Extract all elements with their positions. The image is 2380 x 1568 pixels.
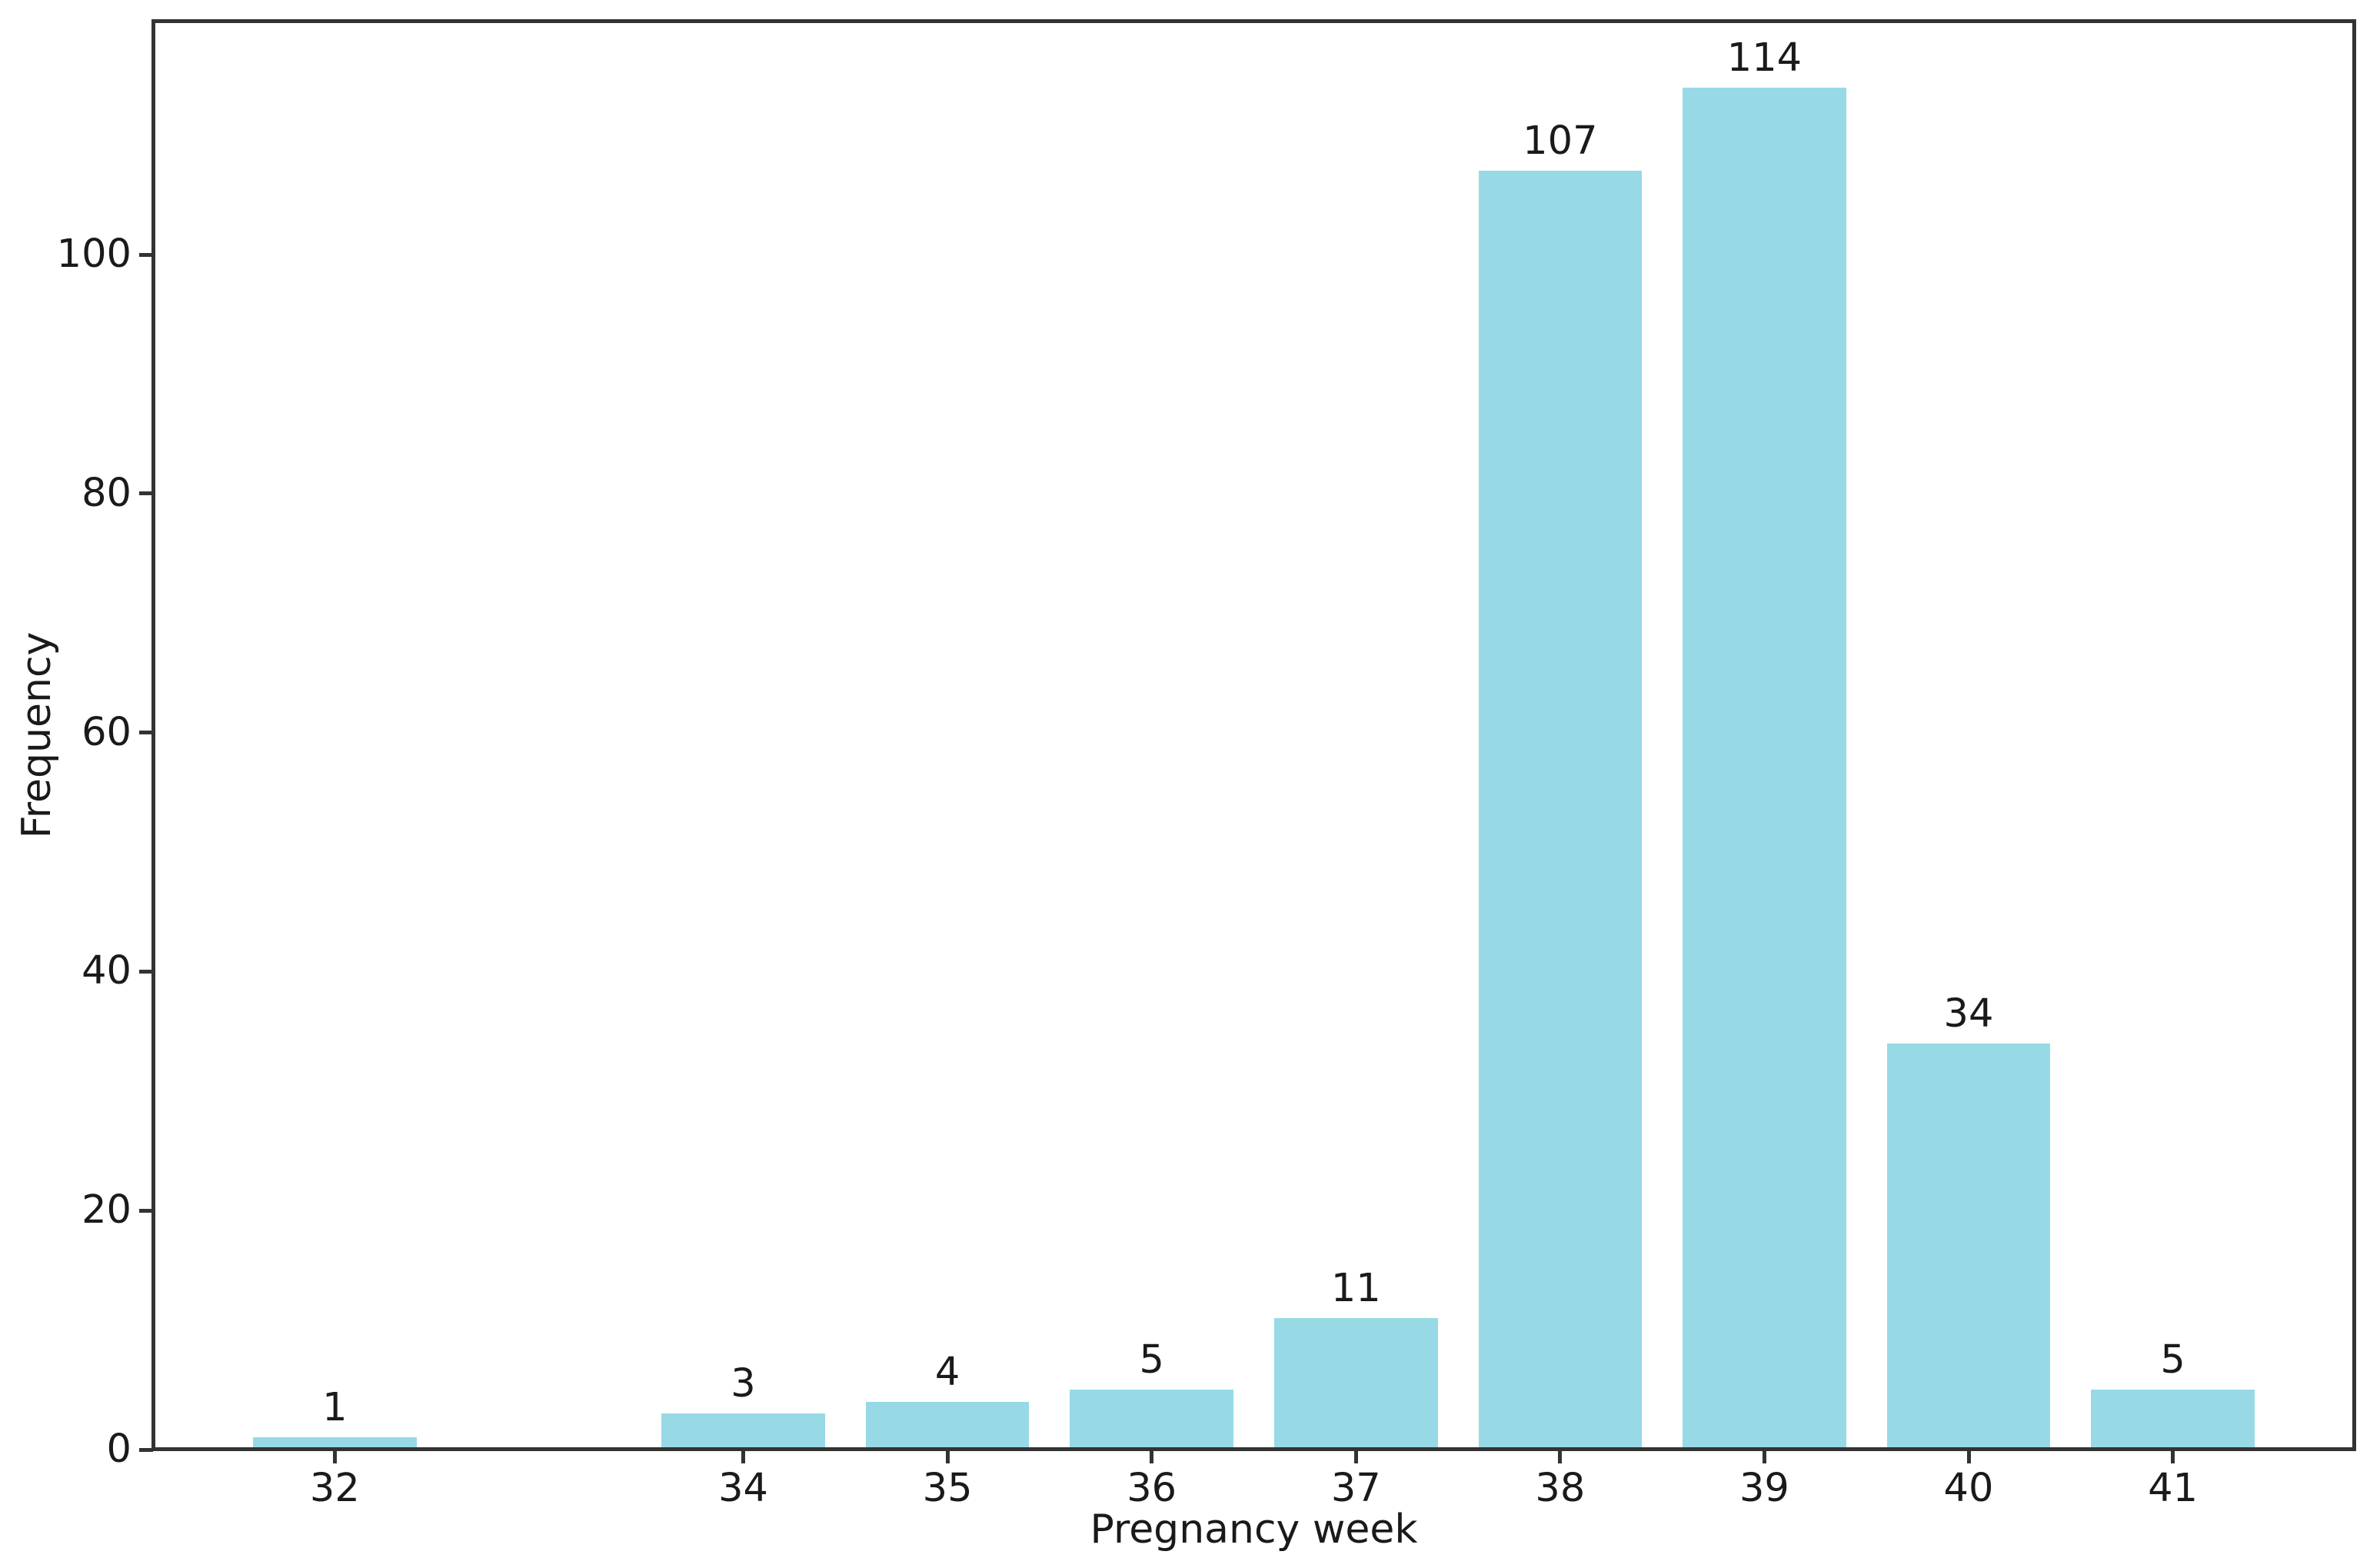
bar-week-35 (865, 1401, 1030, 1448)
bar-week-40 (1886, 1043, 2051, 1448)
bar-value-label-week-41: 5 (2160, 1337, 2185, 1383)
y-tick-label-80: 80 (82, 470, 131, 516)
x-tick-week-40 (1966, 1450, 1971, 1463)
x-tick-week-41 (2171, 1450, 2175, 1463)
bar-value-label-week-37: 11 (1330, 1266, 1381, 1312)
bar-value-label-week-36: 5 (1139, 1337, 1164, 1383)
bar-week-32 (253, 1437, 417, 1448)
y-tick-0 (139, 1447, 153, 1452)
bar-week-39 (1683, 87, 1846, 1448)
x-tick-week-35 (945, 1450, 950, 1463)
y-tick-label-60: 60 (82, 709, 131, 755)
y-tick-100 (139, 252, 153, 257)
y-tick-20 (139, 1208, 153, 1213)
x-tick-week-39 (1762, 1450, 1766, 1463)
y-tick-label-20: 20 (82, 1187, 131, 1233)
x-tick-week-32 (332, 1450, 337, 1463)
bar-week-34 (661, 1413, 825, 1448)
bar-week-41 (2091, 1390, 2255, 1448)
x-tick-label-week-37: 37 (1330, 1466, 1381, 1511)
bar-value-label-week-34: 3 (731, 1361, 756, 1407)
x-tick-label-week-35: 35 (922, 1466, 973, 1511)
bar-value-label-week-35: 4 (934, 1349, 960, 1395)
x-tick-label-week-36: 36 (1127, 1466, 1177, 1511)
x-tick-label-week-41: 41 (2148, 1466, 2199, 1511)
bar-value-label-week-38: 107 (1523, 118, 1598, 165)
x-tick-label-week-40: 40 (1943, 1466, 1994, 1511)
x-tick-week-34 (741, 1450, 746, 1463)
y-tick-label-0: 0 (106, 1427, 131, 1472)
x-tick-week-36 (1150, 1450, 1154, 1463)
bar-week-38 (1478, 171, 1643, 1448)
x-axis-title: Pregnancy week (1090, 1506, 1418, 1553)
x-tick-label-week-32: 32 (309, 1466, 360, 1511)
y-tick-80 (139, 491, 153, 496)
y-tick-label-40: 40 (82, 948, 131, 994)
bar-value-label-week-39: 114 (1726, 35, 1802, 81)
bar-value-label-week-32: 1 (322, 1385, 348, 1431)
x-tick-label-week-34: 34 (718, 1466, 768, 1511)
x-tick-week-38 (1558, 1450, 1563, 1463)
bar-week-36 (1070, 1390, 1233, 1448)
x-tick-week-37 (1353, 1450, 1358, 1463)
x-tick-label-week-39: 39 (1739, 1466, 1789, 1511)
y-tick-60 (139, 731, 153, 735)
bar-week-37 (1274, 1318, 1438, 1448)
bar-value-label-week-40: 34 (1943, 990, 1994, 1037)
y-tick-40 (139, 969, 153, 974)
y-tick-label-100: 100 (56, 231, 131, 278)
x-tick-label-week-38: 38 (1535, 1466, 1586, 1511)
